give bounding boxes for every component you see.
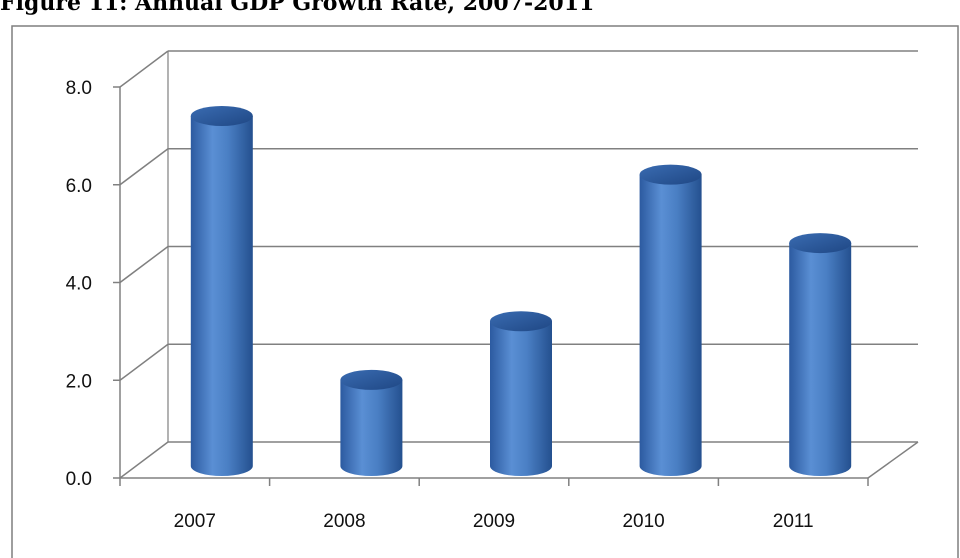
bar-2009 bbox=[490, 311, 552, 476]
bar-top bbox=[789, 233, 852, 254]
x-tick-label: 2011 bbox=[773, 511, 814, 532]
y-tick-label: 8.0 bbox=[66, 78, 92, 99]
gridline-diag bbox=[119, 245, 169, 284]
x-tick-label: 2010 bbox=[622, 511, 664, 532]
bar-top bbox=[340, 369, 403, 390]
x-tick-label: 2008 bbox=[323, 511, 365, 532]
y-tick-label: 2.0 bbox=[66, 371, 92, 392]
figure-title: Figure 11: Annual GDP Growth Rate, 2007-… bbox=[0, 0, 595, 16]
bars bbox=[190, 105, 852, 477]
gridline-diag bbox=[119, 441, 169, 479]
x-tick-label: 2007 bbox=[174, 511, 216, 532]
gridline-diag bbox=[119, 343, 169, 381]
bar-body bbox=[490, 321, 552, 476]
bar-body bbox=[639, 174, 702, 477]
bar-top bbox=[190, 105, 253, 126]
bar-top bbox=[639, 164, 702, 185]
y-tick-label: 6.0 bbox=[66, 176, 92, 197]
y-tick-label: 4.0 bbox=[66, 274, 92, 295]
gridlines bbox=[119, 50, 919, 479]
x-axis-ticks: 2007 2008 2009 2010 2011 bbox=[119, 478, 869, 532]
y-axis-ticks: 0.0 2.0 4.0 6.0 8.0 bbox=[66, 78, 120, 490]
bar-2011 bbox=[789, 233, 852, 477]
bar-body bbox=[789, 243, 852, 477]
bar-2007 bbox=[190, 105, 253, 477]
gridline-diag bbox=[119, 148, 169, 186]
y-tick-label: 0.0 bbox=[66, 469, 92, 490]
bar-body bbox=[340, 379, 403, 477]
bar-2010 bbox=[639, 164, 702, 477]
floor-right-edge bbox=[867, 441, 919, 479]
bar-body bbox=[190, 115, 253, 477]
bar-2008 bbox=[340, 369, 403, 477]
bar-top bbox=[490, 311, 552, 332]
gridline-diag bbox=[119, 50, 169, 88]
x-tick-label: 2009 bbox=[473, 511, 515, 532]
